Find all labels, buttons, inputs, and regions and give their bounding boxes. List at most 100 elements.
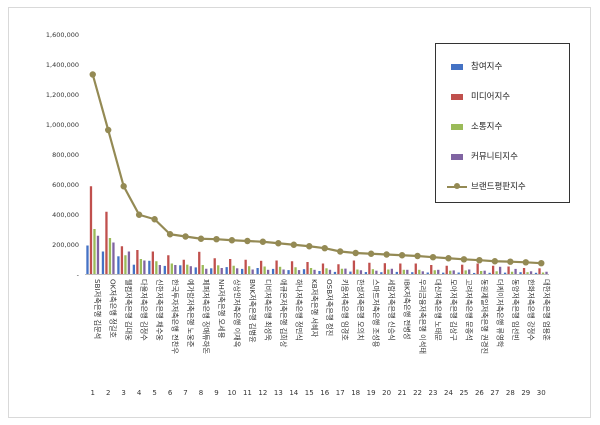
bar-mark: [220, 268, 223, 274]
bar-mark: [275, 260, 278, 274]
bar-mark: [529, 271, 533, 274]
legend-item-brand-index: 브랜드평판지수: [436, 180, 571, 194]
bar-mark: [418, 269, 421, 274]
bar-mark: [294, 267, 297, 274]
bar-mark: [495, 271, 498, 274]
category-label: 한화저축은행 강정수: [526, 279, 535, 341]
bar-mark: [163, 265, 166, 274]
bar-mark: [155, 261, 158, 274]
bar-mark: [457, 272, 460, 274]
category-number-label: 16: [320, 389, 329, 397]
bar-mark: [449, 270, 452, 274]
legend-item-community: 커뮤니티지수: [436, 150, 571, 164]
category-label: 신한저축은행 채수웅: [155, 279, 164, 341]
bar-mark: [302, 269, 306, 274]
category-label: IBK저축은행 전병성: [403, 279, 412, 339]
category-number-label: 19: [367, 389, 376, 397]
category-number-label: 7: [183, 389, 187, 397]
legend-swatch-participation: [451, 64, 463, 70]
category-number-label: 25: [459, 389, 468, 397]
bar-mark: [151, 251, 154, 274]
legend-label-brand-index: 브랜드평판지수: [471, 182, 526, 192]
bar-mark: [541, 272, 545, 274]
bar-mark: [266, 269, 270, 274]
bar-mark: [437, 269, 440, 274]
bar-mark: [241, 268, 244, 274]
bar-mark: [205, 268, 208, 274]
brand-index-point: [476, 257, 483, 264]
bar-mark: [498, 266, 502, 274]
category-label: 우리금융저축은행 이석태: [418, 279, 427, 354]
category-number-label: 20: [382, 389, 391, 397]
brand-index-point: [228, 237, 236, 244]
category-number-label: 1: [90, 389, 94, 397]
bar-mark: [473, 272, 476, 274]
bar-mark: [545, 271, 548, 274]
category-label: 디비저축은행 최성욱: [263, 279, 272, 341]
bar-mark: [198, 251, 201, 274]
bar-mark: [325, 268, 328, 274]
bar-mark: [402, 269, 405, 274]
brand-index-point: [491, 258, 499, 265]
category-label: 한국투자저축은행 전찬우: [171, 279, 180, 354]
category-number-label: 22: [413, 389, 422, 397]
bar-mark: [483, 270, 486, 274]
bar-mark: [387, 269, 390, 274]
category-label: SBI저축은행 김문석: [93, 279, 102, 339]
bar-mark: [526, 272, 529, 274]
brand-index-point: [151, 216, 158, 223]
category-label: 하나저축은행 정민식: [294, 279, 303, 341]
bar-mark: [503, 272, 507, 274]
bar-mark: [136, 250, 139, 274]
category-number-label: 5: [152, 389, 156, 397]
bar-mark: [380, 272, 383, 274]
bar-mark: [364, 272, 368, 274]
bar-mark: [271, 268, 275, 274]
legend-label-media: 미디어지수: [471, 92, 511, 102]
brand-index-point: [135, 211, 143, 218]
category-number-label: 18: [351, 389, 360, 397]
bar-mark: [488, 272, 491, 274]
category-number-label: 17: [336, 389, 345, 397]
bar-mark: [395, 271, 398, 274]
bar-mark: [124, 255, 127, 274]
y-tick-label: 1,000,000: [46, 121, 79, 129]
category-label: 웰컴저축은행 김대웅: [124, 279, 133, 341]
bar-mark: [337, 264, 340, 274]
bar-mark: [229, 259, 232, 274]
category-number-label: 6: [168, 389, 173, 397]
category-number-label: 28: [506, 389, 515, 397]
bar-mark: [406, 269, 409, 274]
legend-label-communication: 소통지수: [471, 122, 503, 132]
bar-mark: [333, 271, 337, 274]
chart-legend: 참여지수 미디어지수 소통지수 커뮤니티지수 브랜드평판지수: [435, 43, 570, 203]
brand-index-point: [507, 258, 514, 265]
legend-marker-brand-index: [454, 183, 460, 189]
bar-mark: [282, 269, 285, 274]
bar-mark: [507, 266, 510, 274]
bar-mark: [213, 258, 216, 274]
bar-mark: [321, 263, 325, 274]
bar-mark: [278, 266, 282, 274]
y-tick-label: -: [77, 271, 80, 279]
category-label: 한성저축은행 오의치: [356, 279, 365, 341]
category-number-label: 15: [305, 389, 314, 397]
category-label: BNK저축은행 김병윤: [248, 279, 257, 343]
bar-mark: [411, 272, 414, 274]
category-number-label: 4: [137, 389, 142, 397]
bar-mark: [426, 272, 429, 274]
category-label: 예가람저축은행 노웅준: [186, 279, 195, 348]
legend-item-participation: 참여지수: [436, 60, 571, 74]
legend-swatch-communication: [451, 124, 463, 130]
category-label: 모아저축은행 김상구: [449, 279, 458, 341]
legend-label-participation: 참여지수: [471, 62, 503, 72]
bar-mark: [189, 266, 192, 274]
axis-layer: - 200,000 400,000 600,000 800,000 1,000,000 1,…: [46, 31, 549, 279]
bar-mark: [93, 229, 96, 274]
bar-mark: [256, 268, 259, 274]
bar-mark: [89, 186, 93, 274]
bar-mark: [522, 268, 526, 274]
category-number-label: 11: [243, 389, 252, 397]
bar-mark: [148, 260, 151, 274]
bar-mark: [297, 270, 301, 274]
